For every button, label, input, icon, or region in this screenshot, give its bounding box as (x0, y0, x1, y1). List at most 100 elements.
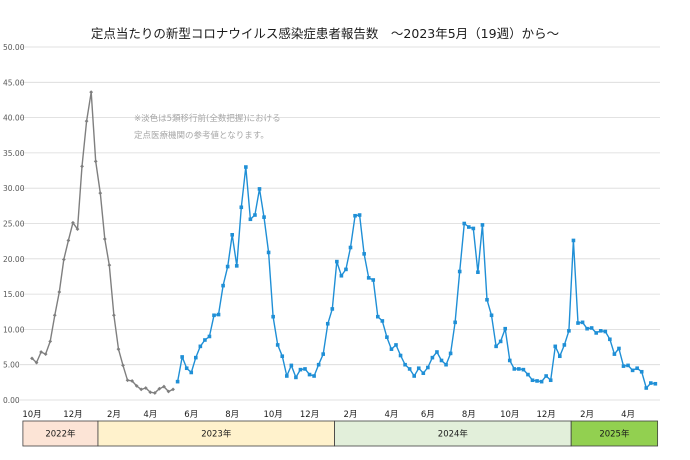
data-point (521, 367, 526, 372)
data-point (171, 387, 175, 392)
data-point (298, 367, 303, 372)
data-point (489, 313, 494, 318)
data-point (562, 343, 567, 347)
data-point (271, 314, 275, 319)
data-point (303, 367, 307, 371)
data-point (366, 276, 371, 280)
data-point (353, 213, 357, 218)
data-point (148, 390, 153, 395)
x-tick-label: 12月 (300, 410, 319, 420)
data-point (121, 363, 125, 368)
data-point (617, 346, 621, 351)
data-point (285, 374, 289, 378)
data-point (576, 321, 580, 325)
data-point (567, 329, 571, 333)
year-band: 2022年 2023年 2024年 2025年 (22, 420, 659, 447)
data-point (558, 354, 562, 359)
data-point (152, 391, 157, 395)
x-tick-label: 8月 (462, 410, 476, 420)
data-point (544, 374, 548, 378)
data-point (48, 339, 53, 344)
data-point (571, 238, 576, 243)
data-point (194, 355, 198, 360)
data-point (289, 363, 294, 368)
data-point (143, 386, 148, 390)
data-point (130, 379, 134, 383)
data-point (412, 374, 416, 378)
data-point (444, 362, 448, 367)
series-line (176, 166, 656, 389)
data-point (216, 312, 221, 317)
data-point (34, 360, 39, 365)
data-point (162, 384, 166, 389)
data-point (84, 119, 89, 124)
chart-title: 定点当たりの新型コロナウイルス感染症患者報告数 ～2023年5月（19週）から～ (91, 26, 559, 41)
y-axis: 50.00 45.00 40.00 35.00 30.00 25.00 20.00 15.00… (3, 43, 25, 405)
data-point (207, 334, 212, 339)
data-point (539, 379, 544, 384)
data-point (398, 353, 403, 358)
data-point (585, 326, 589, 331)
data-point (344, 267, 348, 272)
x-tick-label: 8月 (225, 410, 239, 420)
x-tick-label: 4月 (143, 410, 157, 420)
data-point (262, 215, 266, 219)
year-cell (97, 420, 335, 447)
data-point (307, 372, 312, 377)
data-point (494, 344, 498, 349)
data-point (239, 205, 244, 210)
series-layer (30, 90, 658, 395)
data-point (589, 326, 594, 330)
data-point (507, 358, 512, 363)
y-tick-label: 50.00 (3, 43, 25, 52)
data-point (230, 232, 234, 237)
data-point (435, 350, 439, 354)
data-point (503, 326, 507, 331)
data-point (448, 351, 453, 356)
data-point (157, 386, 162, 391)
data-point (471, 226, 476, 231)
data-point (98, 191, 103, 196)
data-point (225, 264, 230, 269)
data-point (102, 237, 107, 241)
y-tick-label: 40.00 (3, 114, 25, 123)
data-point (535, 379, 539, 383)
data-point (280, 354, 285, 359)
data-point (139, 387, 144, 392)
data-point (71, 220, 75, 225)
data-point (52, 313, 57, 318)
data-point (266, 250, 271, 255)
year-cell (22, 420, 99, 447)
data-point (348, 245, 353, 250)
data-point (644, 386, 649, 390)
y-tick-label: 5.00 (3, 361, 20, 370)
data-point (621, 364, 626, 368)
data-point (335, 259, 339, 264)
data-point (548, 378, 553, 383)
year-label: 2023年 (201, 429, 232, 440)
data-point (612, 352, 617, 356)
note-line-2: 定点医療機関の参考値となります。 (134, 130, 269, 141)
x-tick-label: 4月 (621, 410, 635, 420)
data-point (653, 381, 658, 386)
data-point (125, 378, 130, 383)
data-point (112, 313, 116, 318)
data-point (253, 213, 257, 217)
data-point (203, 338, 207, 342)
data-point (385, 335, 389, 339)
data-point (325, 321, 330, 326)
y-tick-label: 45.00 (3, 78, 25, 87)
data-point (57, 290, 62, 294)
x-tick-label: 2月 (107, 410, 121, 420)
data-point (649, 381, 653, 385)
data-point (467, 225, 471, 229)
data-point (380, 319, 385, 323)
data-point (30, 356, 34, 361)
data-point (639, 369, 644, 374)
x-tick-label: 10月 (22, 410, 41, 420)
data-point (312, 374, 316, 378)
data-point (180, 355, 184, 359)
data-point (321, 352, 325, 356)
